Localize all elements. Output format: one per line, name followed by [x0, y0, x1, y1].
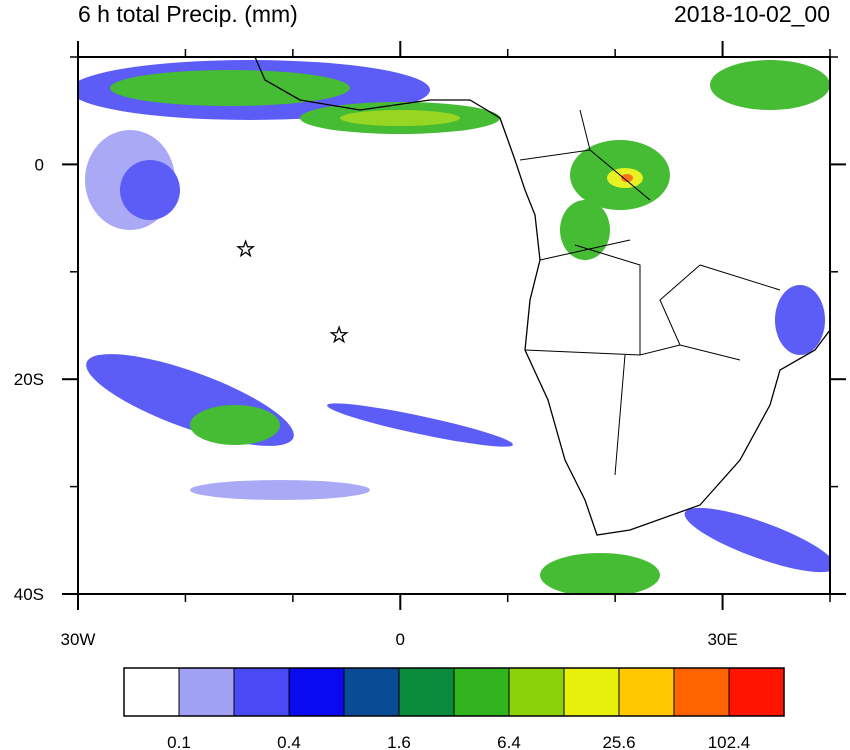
colorbar-label: 25.6: [602, 733, 635, 750]
lat-tick-label: 0: [35, 155, 44, 174]
precip-area: [340, 110, 460, 126]
colorbar-box: [343, 667, 400, 717]
colorbar-box: [563, 667, 620, 717]
precip-area: [621, 174, 633, 182]
precip-area: [540, 553, 660, 594]
precip-area: [560, 200, 610, 260]
lon-tick-label: 30E: [707, 630, 737, 649]
precip-area: [775, 285, 825, 355]
precip-area: [710, 60, 830, 110]
borders: [519, 109, 781, 476]
colorbar-box: [288, 667, 345, 717]
lat-tick-label: 40S: [14, 585, 44, 604]
colorbar-box: [398, 667, 455, 717]
map-area: [78, 57, 830, 594]
colorbar-label: 0.1: [167, 733, 191, 750]
map-frame: [77, 56, 831, 595]
colorbar-label: 0.4: [277, 733, 301, 750]
colorbar-box: [618, 667, 675, 717]
coastline: [254, 57, 830, 536]
lon-tick-label: 30W: [61, 630, 96, 649]
colorbar-label: 6.4: [497, 733, 521, 750]
colorbar-frame: [123, 667, 785, 717]
station-marker: [329, 325, 349, 344]
colorbar-box: [508, 667, 565, 717]
precip-area: [327, 403, 513, 447]
precip-area: [120, 160, 180, 220]
station-marker: [236, 239, 256, 258]
precip-fields: [78, 60, 830, 594]
title: 6 h total Precip. (mm): [78, 1, 298, 27]
lon-tick-label: 0: [396, 630, 405, 649]
precip-area: [190, 405, 280, 445]
colorbar-box: [233, 667, 290, 717]
precip-area: [684, 507, 830, 573]
precip-area: [110, 70, 350, 106]
colorbar-label: 102.4: [708, 733, 751, 750]
colorbar-box: [178, 667, 235, 717]
colorbar-label: 1.6: [387, 733, 411, 750]
date: 2018-10-02_00: [674, 1, 830, 27]
lat-tick-label: 20S: [14, 370, 44, 389]
ocean: [78, 57, 830, 594]
colorbar-box: [728, 667, 785, 717]
colorbar-box: [123, 667, 180, 717]
colorbar-box: [453, 667, 510, 717]
colorbar-box: [673, 667, 730, 717]
precip-area: [190, 480, 370, 500]
